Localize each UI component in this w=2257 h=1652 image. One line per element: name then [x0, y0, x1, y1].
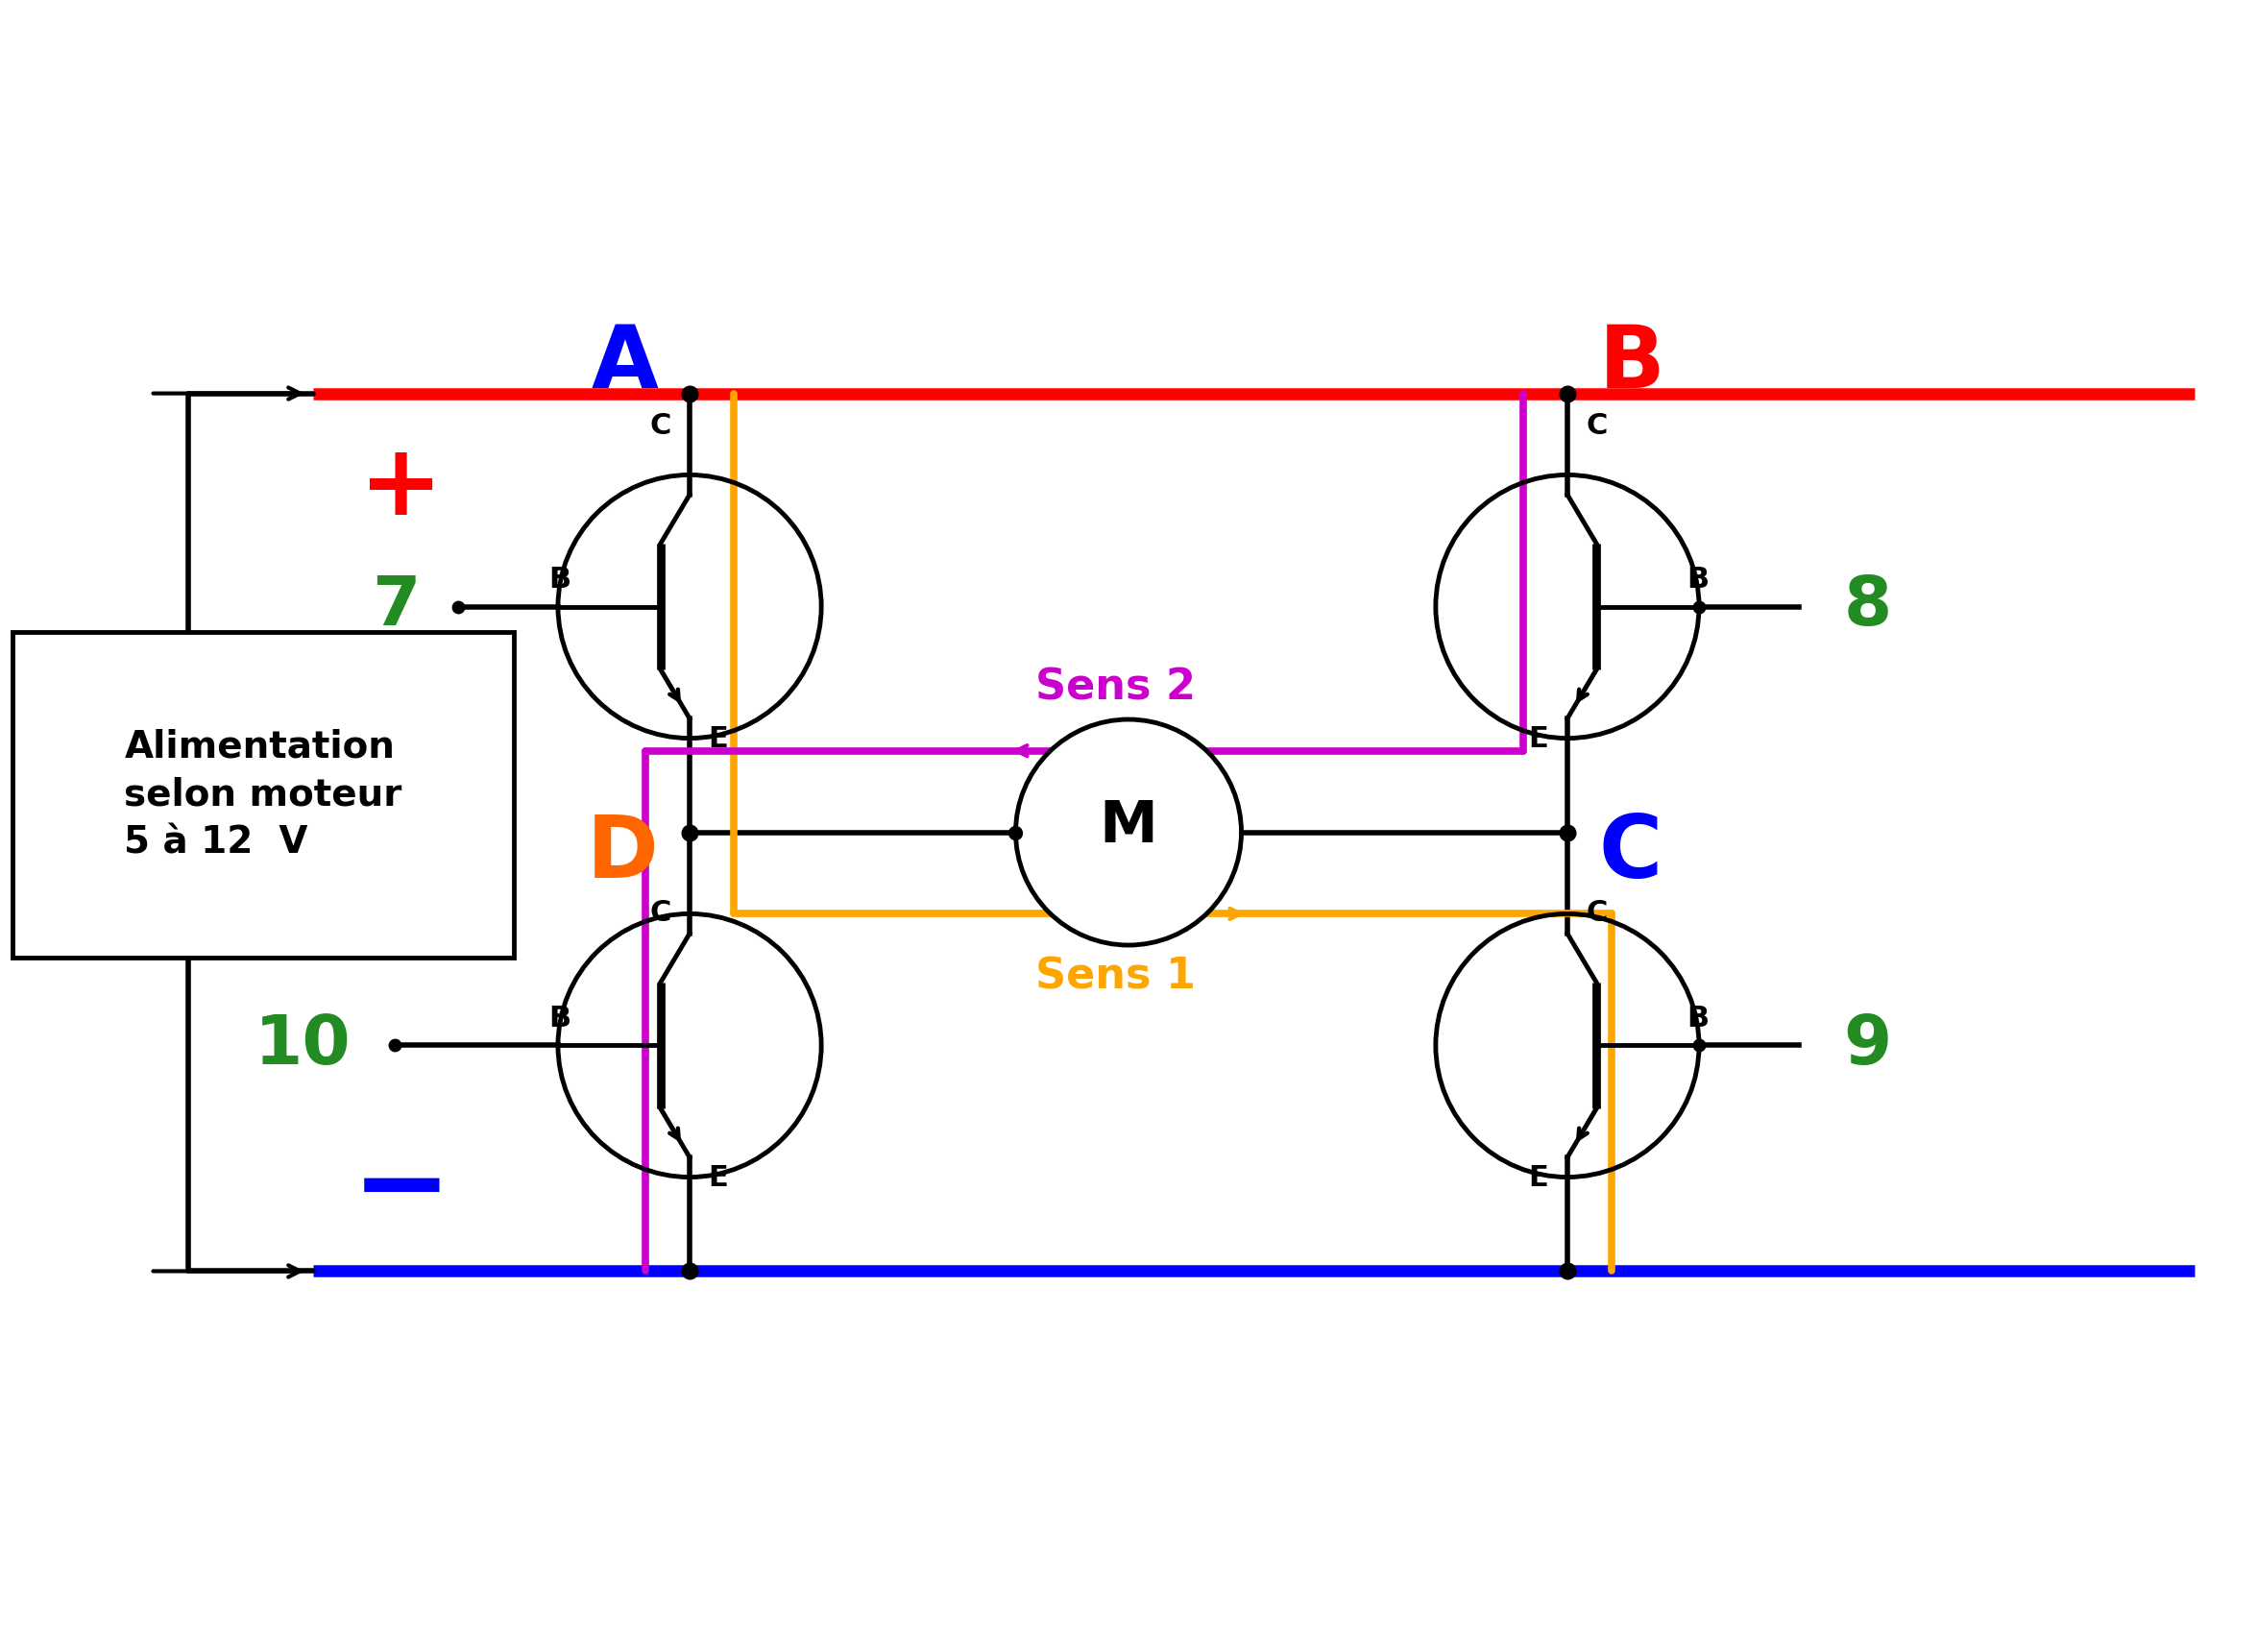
- Text: B: B: [548, 567, 571, 595]
- Text: 9: 9: [1844, 1013, 1891, 1079]
- Text: B: B: [1598, 322, 1666, 406]
- Text: A: A: [591, 322, 659, 406]
- Circle shape: [1016, 719, 1241, 945]
- FancyBboxPatch shape: [14, 631, 515, 958]
- Text: B: B: [1686, 567, 1709, 595]
- Text: E: E: [1528, 1163, 1548, 1191]
- Text: 8: 8: [1844, 573, 1891, 639]
- Text: C: C: [650, 899, 670, 927]
- Text: M: M: [1099, 798, 1158, 854]
- Text: D: D: [587, 811, 659, 895]
- Text: E: E: [1528, 725, 1548, 753]
- Text: Alimentation
selon moteur
5 à 12  V: Alimentation selon moteur 5 à 12 V: [124, 729, 402, 861]
- Text: B: B: [1686, 1004, 1709, 1032]
- Text: 7: 7: [372, 573, 420, 639]
- Text: Sens 2: Sens 2: [1036, 667, 1196, 709]
- Text: +: +: [359, 439, 442, 535]
- Text: Sens 1: Sens 1: [1036, 957, 1196, 998]
- Text: C: C: [1587, 899, 1607, 927]
- Text: C: C: [1587, 413, 1607, 439]
- Text: E: E: [709, 1163, 729, 1191]
- Text: −: −: [350, 1132, 451, 1247]
- Text: E: E: [709, 725, 729, 753]
- Text: B: B: [548, 1004, 571, 1032]
- Text: C: C: [1598, 811, 1663, 895]
- Text: 10: 10: [255, 1013, 352, 1079]
- Text: C: C: [650, 413, 670, 439]
